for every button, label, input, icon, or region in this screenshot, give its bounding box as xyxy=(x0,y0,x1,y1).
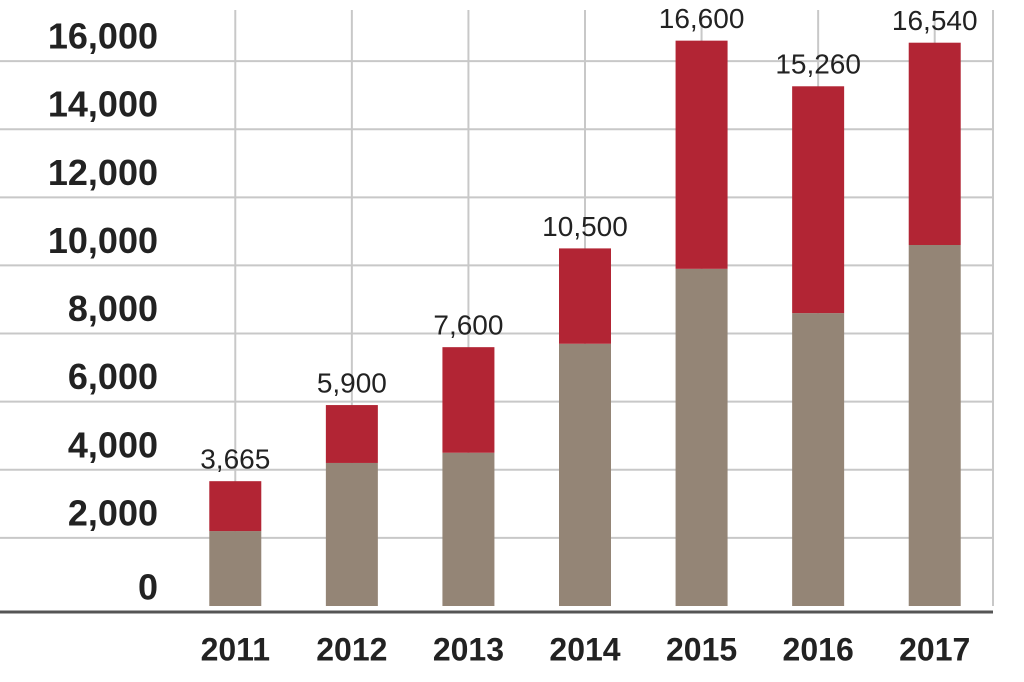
x-tick-label: 2012 xyxy=(316,631,387,667)
bar-segment xyxy=(792,86,845,314)
y-tick-label: 16,000 xyxy=(48,16,158,57)
data-label: 16,540 xyxy=(892,5,978,36)
bar-segment xyxy=(442,452,495,606)
bar-segment xyxy=(908,42,961,245)
y-tick-label: 12,000 xyxy=(48,152,158,193)
y-tick-label: 0 xyxy=(138,567,158,608)
data-label: 15,260 xyxy=(775,49,861,80)
data-label: 10,500 xyxy=(542,211,628,242)
x-tick-label: 2011 xyxy=(201,631,270,667)
bar-segment xyxy=(908,244,961,606)
y-tick-label: 6,000 xyxy=(68,356,158,397)
data-label: 16,600 xyxy=(659,3,745,34)
data-label: 7,600 xyxy=(433,310,503,341)
bar-segment xyxy=(209,481,262,532)
bar-segment xyxy=(325,462,378,606)
bar-segment xyxy=(209,531,262,606)
y-tick-label: 4,000 xyxy=(68,424,158,465)
bar-segment xyxy=(675,268,728,606)
y-tick-label: 8,000 xyxy=(68,288,158,329)
x-tick-label: 2014 xyxy=(549,631,620,667)
x-tick-label: 2013 xyxy=(433,631,504,667)
x-tick-label: 2017 xyxy=(899,631,970,667)
bar-segment xyxy=(675,40,728,269)
data-label: 3,665 xyxy=(200,444,270,475)
x-tick-label: 2015 xyxy=(666,631,737,667)
bar-segment xyxy=(792,313,845,606)
y-tick-label: 14,000 xyxy=(48,84,158,125)
bar-segment xyxy=(442,347,495,453)
y-tick-label: 2,000 xyxy=(68,492,158,533)
data-label: 5,900 xyxy=(317,367,387,398)
bar-segment xyxy=(559,343,611,606)
x-tick-label: 2016 xyxy=(783,631,854,667)
bar-segment xyxy=(325,405,378,463)
y-tick-label: 10,000 xyxy=(48,220,158,261)
bar-segment xyxy=(559,248,611,344)
